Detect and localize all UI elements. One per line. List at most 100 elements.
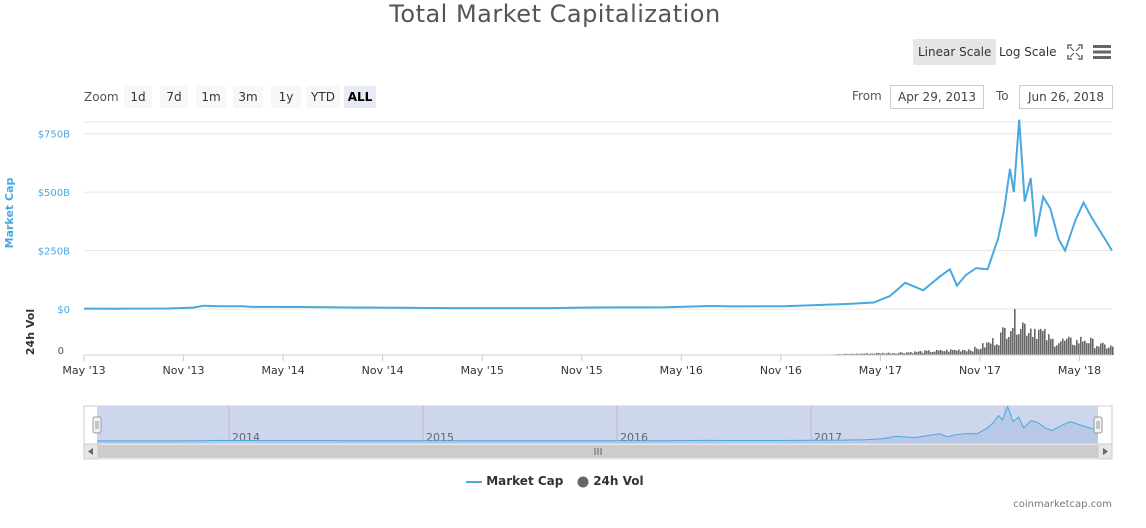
vol-axis-title: 24h Vol xyxy=(24,309,37,355)
zoom-all-button[interactable]: ALL xyxy=(344,86,376,108)
volume-bar xyxy=(1078,343,1080,355)
volume-bar xyxy=(956,350,958,355)
volume-bar xyxy=(1112,346,1114,355)
zoom-7d-button[interactable]: 7d xyxy=(160,86,188,108)
volume-bar xyxy=(1010,331,1012,355)
from-label: From xyxy=(852,89,882,103)
to-label: To xyxy=(996,89,1009,103)
volume-bar xyxy=(898,352,900,355)
volume-bar xyxy=(930,352,932,355)
navigator[interactable]: 20142015201620172018 xyxy=(83,405,1113,445)
volume-bar xyxy=(966,351,968,355)
volume-bar xyxy=(900,352,902,355)
volume-bar xyxy=(870,353,872,355)
volume-bar xyxy=(974,346,976,355)
volume-bar xyxy=(1108,347,1110,355)
volume-bar xyxy=(890,353,892,355)
legend-label-market-cap: Market Cap xyxy=(486,474,564,488)
volume-bar xyxy=(988,342,990,355)
volume-bar xyxy=(1040,328,1042,355)
volume-bar xyxy=(982,343,984,355)
volume-bar xyxy=(1004,327,1006,355)
volume-bar xyxy=(914,351,916,355)
y-tick-label: $250B xyxy=(38,247,70,258)
volume-bar xyxy=(938,350,940,355)
from-date-input[interactable]: Apr 29, 2013 xyxy=(890,85,984,109)
zoom-1m-button[interactable]: 1m xyxy=(196,86,226,108)
navigator-right-handle[interactable] xyxy=(1093,416,1103,434)
volume-bar xyxy=(968,349,970,355)
volume-bar xyxy=(1086,343,1088,355)
volume-bar xyxy=(888,352,890,355)
scrollbar[interactable] xyxy=(83,443,1113,460)
x-tick-label: Nov '16 xyxy=(760,364,802,377)
volume-bar xyxy=(1084,340,1086,355)
volume-bar xyxy=(882,352,884,355)
volume-bar xyxy=(1110,345,1112,355)
volume-bar xyxy=(892,353,894,355)
volume-bar xyxy=(1048,334,1050,355)
volume-bar xyxy=(1054,346,1056,355)
volume-bar xyxy=(1050,338,1052,355)
volume-bar xyxy=(928,350,930,355)
volume-bar xyxy=(1096,345,1098,355)
volume-bar xyxy=(920,351,922,355)
volume-bar xyxy=(872,353,874,355)
linear-scale-button[interactable]: Linear Scale xyxy=(913,39,997,65)
x-tick-label: May '15 xyxy=(461,364,504,377)
volume-bar xyxy=(910,352,912,355)
y-tick-label: $750B xyxy=(38,130,70,141)
x-tick-label: May '13 xyxy=(62,364,105,377)
volume-bar xyxy=(1000,332,1002,355)
zoom-1d-button[interactable]: 1d xyxy=(124,86,152,108)
zoom-3m-button[interactable]: 3m xyxy=(233,86,263,108)
x-tick-label: Nov '14 xyxy=(362,364,404,377)
volume-bar xyxy=(1070,337,1072,355)
volume-bar xyxy=(934,351,936,355)
arrow-left-icon xyxy=(88,448,93,455)
zoom-1y-button[interactable]: 1y xyxy=(271,86,301,108)
volume-bar xyxy=(978,349,980,355)
legend-item-24h-vol[interactable]: 24h Vol xyxy=(577,474,644,488)
volume-bar xyxy=(964,350,966,355)
volume-bar xyxy=(852,353,854,355)
volume-bar xyxy=(884,353,886,355)
volume-bar xyxy=(874,353,876,355)
volume-bar xyxy=(1008,336,1010,355)
volume-bar xyxy=(858,353,860,355)
volume-bar xyxy=(862,353,864,355)
zoom-ytd-button[interactable]: YTD xyxy=(306,86,340,108)
volume-bar xyxy=(1020,329,1022,355)
volume-bar xyxy=(866,353,868,355)
menu-icon[interactable] xyxy=(1092,43,1112,61)
volume-bar xyxy=(950,349,952,355)
volume-bar xyxy=(1028,333,1030,355)
volume-bar xyxy=(942,351,944,355)
log-scale-button[interactable]: Log Scale xyxy=(999,45,1057,59)
arrow-right-icon xyxy=(1103,448,1108,455)
volume-bar xyxy=(894,353,896,355)
market-cap-line xyxy=(83,119,1113,310)
volume-bar xyxy=(846,353,848,355)
volume-bar xyxy=(876,352,878,355)
volume-bar xyxy=(902,352,904,355)
volume-bar xyxy=(1064,340,1066,355)
fullscreen-icon[interactable] xyxy=(1066,43,1084,61)
legend-line-icon xyxy=(466,480,482,483)
volume-bar xyxy=(1104,344,1106,355)
navigator-left-handle[interactable] xyxy=(92,416,102,434)
volume-bar xyxy=(1100,343,1102,355)
volume-bar xyxy=(886,353,888,355)
volume-bar xyxy=(1018,334,1020,355)
to-date-input[interactable]: Jun 26, 2018 xyxy=(1019,85,1113,109)
volume-bar xyxy=(932,351,934,355)
y-tick-label: $0 xyxy=(57,305,70,316)
volume-bar xyxy=(1052,338,1054,355)
volume-bar xyxy=(940,349,942,355)
legend-item-market-cap[interactable]: Market Cap xyxy=(466,474,563,488)
x-tick-label: May '17 xyxy=(859,364,902,377)
legend-dot-icon xyxy=(577,476,589,487)
volume-bar xyxy=(972,351,974,355)
volume-bar xyxy=(1056,345,1058,355)
volume-bar xyxy=(1098,346,1100,355)
